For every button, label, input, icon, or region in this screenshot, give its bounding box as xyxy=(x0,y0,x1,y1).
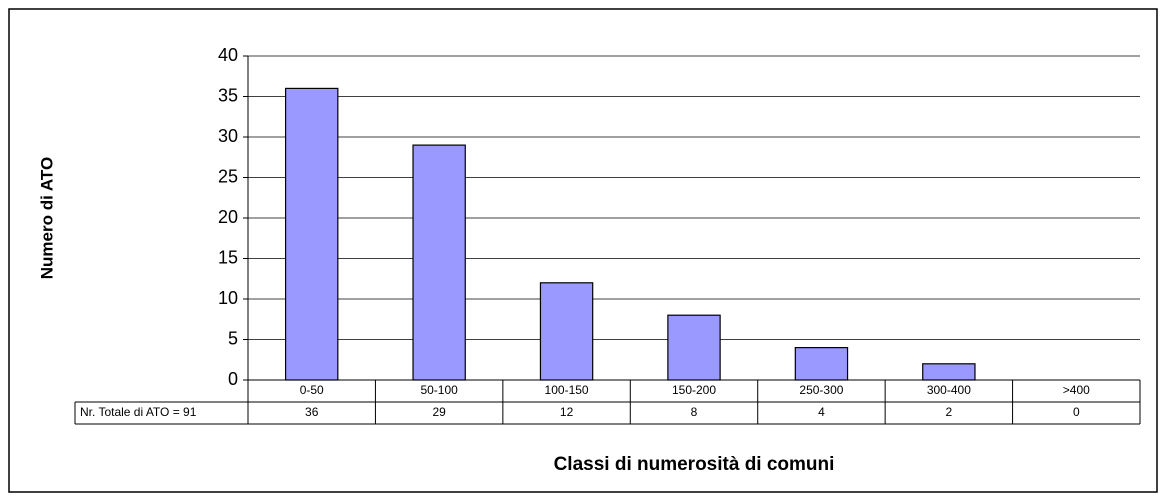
y-tick-label: 15 xyxy=(218,247,238,267)
table-value: 36 xyxy=(305,405,319,419)
chart-frame xyxy=(8,8,1158,493)
y-tick-label: 5 xyxy=(228,328,238,348)
y-tick-label: 10 xyxy=(218,288,238,308)
y-tick-label: 30 xyxy=(218,126,238,146)
table-value: 29 xyxy=(432,405,446,419)
table-value: 8 xyxy=(691,405,698,419)
x-tick-label: 250-300 xyxy=(799,383,843,397)
bar xyxy=(922,363,976,381)
y-tick-label: 25 xyxy=(218,166,238,186)
y-tick-label: 40 xyxy=(218,45,238,65)
x-tick-label: 50-100 xyxy=(420,383,458,397)
x-tick-label: 300-400 xyxy=(927,383,971,397)
x-axis-label: Classi di numerosità di comuni xyxy=(554,454,835,475)
table-value: 12 xyxy=(560,405,574,419)
y-tick-label: 20 xyxy=(218,207,238,227)
bar xyxy=(667,314,721,381)
x-tick-label: >400 xyxy=(1063,383,1090,397)
bar xyxy=(539,282,594,381)
table-value: 0 xyxy=(1073,405,1080,419)
x-tick-label: 150-200 xyxy=(672,383,716,397)
bar xyxy=(412,144,466,381)
table-value: 4 xyxy=(818,405,825,419)
y-tick-label: 0 xyxy=(228,369,238,389)
table-row-label: Nr. Totale di ATO = 91 xyxy=(80,405,197,419)
x-tick-label: 0-50 xyxy=(300,383,324,397)
y-axis-label: Numero di ATO xyxy=(37,157,56,279)
bar xyxy=(284,87,339,381)
bar xyxy=(794,347,849,381)
x-tick-label: 100-150 xyxy=(545,383,589,397)
y-tick-label: 35 xyxy=(218,85,238,105)
table-value: 2 xyxy=(946,405,953,419)
